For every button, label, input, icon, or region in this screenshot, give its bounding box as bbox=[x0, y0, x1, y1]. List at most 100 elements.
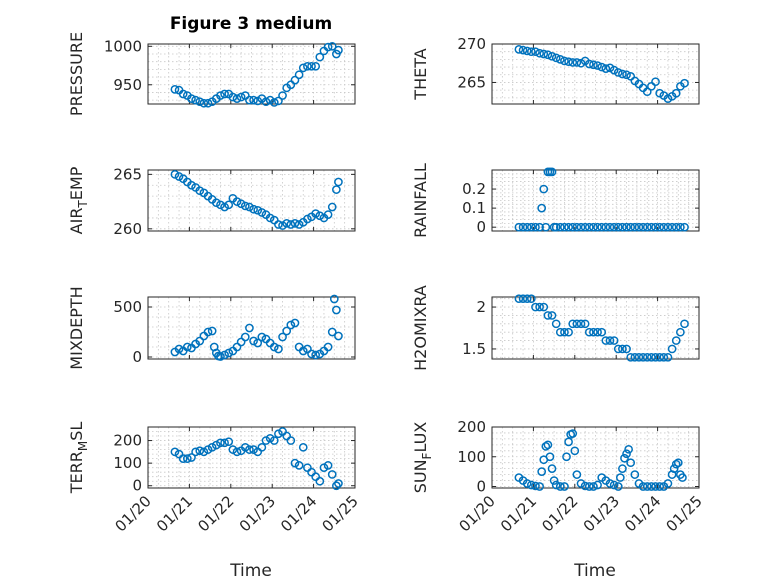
data-point bbox=[597, 62, 607, 72]
data-point bbox=[630, 222, 640, 232]
data-point bbox=[669, 464, 679, 474]
data-point bbox=[257, 208, 267, 217]
data-point bbox=[282, 326, 292, 336]
data-point bbox=[618, 222, 627, 232]
data-point bbox=[535, 482, 544, 491]
data-point bbox=[518, 294, 528, 304]
x-tick-label: 01/22 bbox=[194, 492, 237, 535]
data-point bbox=[522, 479, 532, 488]
data-point bbox=[286, 436, 296, 445]
data-point bbox=[334, 45, 343, 55]
data-point bbox=[265, 213, 275, 223]
data-point bbox=[178, 89, 188, 99]
x-tick-label: 01/21 bbox=[497, 492, 540, 535]
data-point bbox=[647, 352, 656, 362]
data-point bbox=[249, 336, 258, 346]
data-point bbox=[249, 95, 258, 105]
data-point bbox=[663, 222, 673, 232]
data-point bbox=[334, 331, 343, 341]
data-point bbox=[572, 470, 582, 479]
y-tick-label: 265 bbox=[457, 73, 486, 91]
data-point bbox=[290, 75, 300, 85]
data-point bbox=[671, 459, 681, 469]
data-point bbox=[216, 352, 225, 361]
data-point bbox=[224, 348, 234, 358]
data-point bbox=[535, 302, 544, 312]
data-point bbox=[572, 222, 582, 232]
data-point bbox=[298, 442, 308, 452]
data-point bbox=[576, 319, 586, 329]
data-point bbox=[249, 204, 258, 214]
data-point bbox=[323, 42, 333, 52]
data-point bbox=[187, 453, 196, 462]
data-point bbox=[593, 222, 602, 232]
data-point bbox=[584, 327, 594, 337]
data-point bbox=[334, 177, 343, 187]
data-point bbox=[261, 97, 271, 107]
axes-frame bbox=[491, 43, 700, 105]
data-point bbox=[269, 342, 279, 352]
y-axis-label-h2omixra: H2OMIXRA bbox=[411, 285, 430, 371]
data-point bbox=[303, 214, 312, 224]
data-point bbox=[294, 461, 304, 470]
data-point bbox=[615, 473, 625, 482]
data-point bbox=[278, 332, 287, 342]
data-point bbox=[274, 96, 283, 106]
data-point bbox=[551, 222, 561, 232]
data-point bbox=[216, 91, 225, 100]
data-point bbox=[253, 205, 263, 215]
data-point bbox=[659, 352, 669, 362]
data-point bbox=[589, 60, 598, 70]
data-point bbox=[232, 342, 242, 352]
data-point bbox=[290, 219, 300, 228]
data-point bbox=[203, 445, 213, 454]
data-point bbox=[245, 445, 254, 454]
figure-title: Figure 3 medium bbox=[170, 14, 332, 34]
data-point bbox=[327, 470, 337, 479]
data-point bbox=[526, 480, 536, 490]
y-tick-label: 200 bbox=[457, 418, 486, 436]
data-point bbox=[651, 482, 660, 491]
data-point bbox=[182, 454, 192, 463]
data-point bbox=[605, 222, 615, 232]
data-point bbox=[224, 437, 234, 447]
data-point bbox=[676, 327, 685, 337]
data-point bbox=[232, 94, 242, 103]
y-axis-label-terrmsl: TERRMSL bbox=[67, 422, 90, 495]
data-point bbox=[327, 41, 337, 51]
data-point bbox=[597, 327, 607, 337]
data-point bbox=[220, 350, 229, 360]
panel-mixdepth: 0 500 MIXDEPTH bbox=[67, 286, 356, 370]
data-point bbox=[626, 352, 636, 362]
axes-frame bbox=[147, 169, 356, 232]
data-point bbox=[286, 320, 296, 330]
data-point bbox=[236, 199, 246, 209]
data-point bbox=[290, 318, 300, 328]
data-point bbox=[626, 458, 636, 468]
data-point bbox=[560, 482, 569, 491]
axes-frame bbox=[491, 296, 700, 360]
axes-frame bbox=[147, 426, 356, 489]
data-point bbox=[651, 222, 660, 232]
data-point bbox=[572, 58, 582, 67]
data-point bbox=[547, 51, 557, 61]
data-point bbox=[543, 311, 553, 320]
y-axis-label-pressure: PRESSURE bbox=[67, 32, 86, 116]
x-tick-label: 01/24 bbox=[621, 492, 664, 535]
data-point bbox=[605, 336, 615, 345]
data-point bbox=[667, 344, 677, 354]
data-point bbox=[303, 61, 312, 71]
data-point bbox=[601, 336, 611, 345]
data-point bbox=[298, 346, 308, 356]
data-point bbox=[543, 440, 553, 450]
data-point bbox=[555, 327, 565, 337]
data-point bbox=[570, 446, 580, 456]
y-tick-label: 2 bbox=[476, 298, 486, 316]
data-point bbox=[638, 222, 648, 232]
data-point bbox=[199, 447, 209, 457]
data-point bbox=[195, 97, 205, 107]
data-point bbox=[207, 442, 217, 452]
